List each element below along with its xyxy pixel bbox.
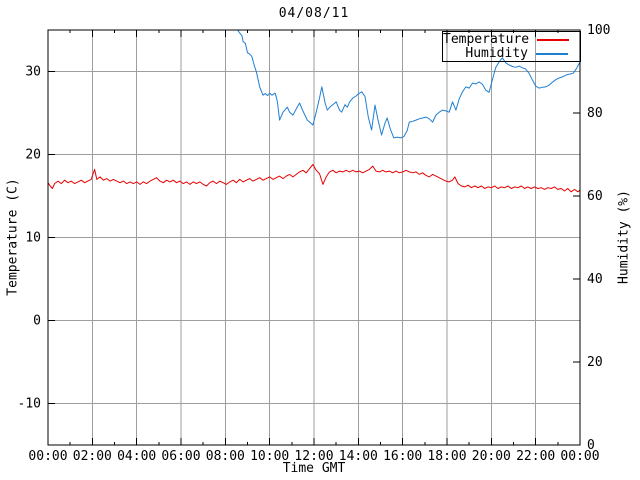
y-left-tick-label: -10 [18,397,41,412]
humidity-line-sample [536,52,568,55]
x-axis-title: Time GMT [282,461,346,476]
y-left-tick-label: 10 [25,231,41,246]
x-tick-label: 16:00 [383,449,422,464]
temperature-line-sample [537,38,570,41]
y-left-tick-label: 30 [25,65,41,80]
x-tick-label: 22:00 [516,449,555,464]
legend-entry-temperature: Temperature [443,33,580,46]
legend-entry-humidity: Humidity [443,47,580,60]
x-tick-label: 20:00 [472,449,511,464]
legend: Temperature Humidity [442,31,581,62]
chart-title: 04/08/11 [278,6,350,21]
y-right-tick-label: 0 [587,438,595,453]
x-tick-label: 00:00 [28,449,67,464]
temperature-series-line [47,164,581,193]
y-right-tick-label: 40 [587,272,603,287]
y-right-tick-label: 80 [587,106,603,121]
x-tick-label: 04:00 [117,449,156,464]
x-tick-label: 18:00 [427,449,466,464]
x-tick-label: 00:00 [560,449,599,464]
x-tick-label: 02:00 [73,449,112,464]
humidity-series-line [237,29,581,139]
right-axis-title: Humidity (%) [616,190,632,284]
y-right-tick-label: 60 [587,189,603,204]
y-right-tick-label: 100 [587,23,610,38]
x-tick-label: 08:00 [206,449,245,464]
x-tick-label: 10:00 [250,449,289,464]
y-left-tick-label: 20 [25,148,41,163]
x-tick-label: 12:00 [294,449,333,464]
legend-label-temperature: Temperature [443,32,530,47]
y-right-tick-label: 20 [587,355,603,370]
left-axis-title: Temperature (C) [5,178,21,296]
y-left-tick-label: 0 [33,314,41,329]
x-tick-label: 14:00 [339,449,378,464]
x-tick-label: 06:00 [161,449,200,464]
legend-label-humidity: Humidity [465,46,528,61]
